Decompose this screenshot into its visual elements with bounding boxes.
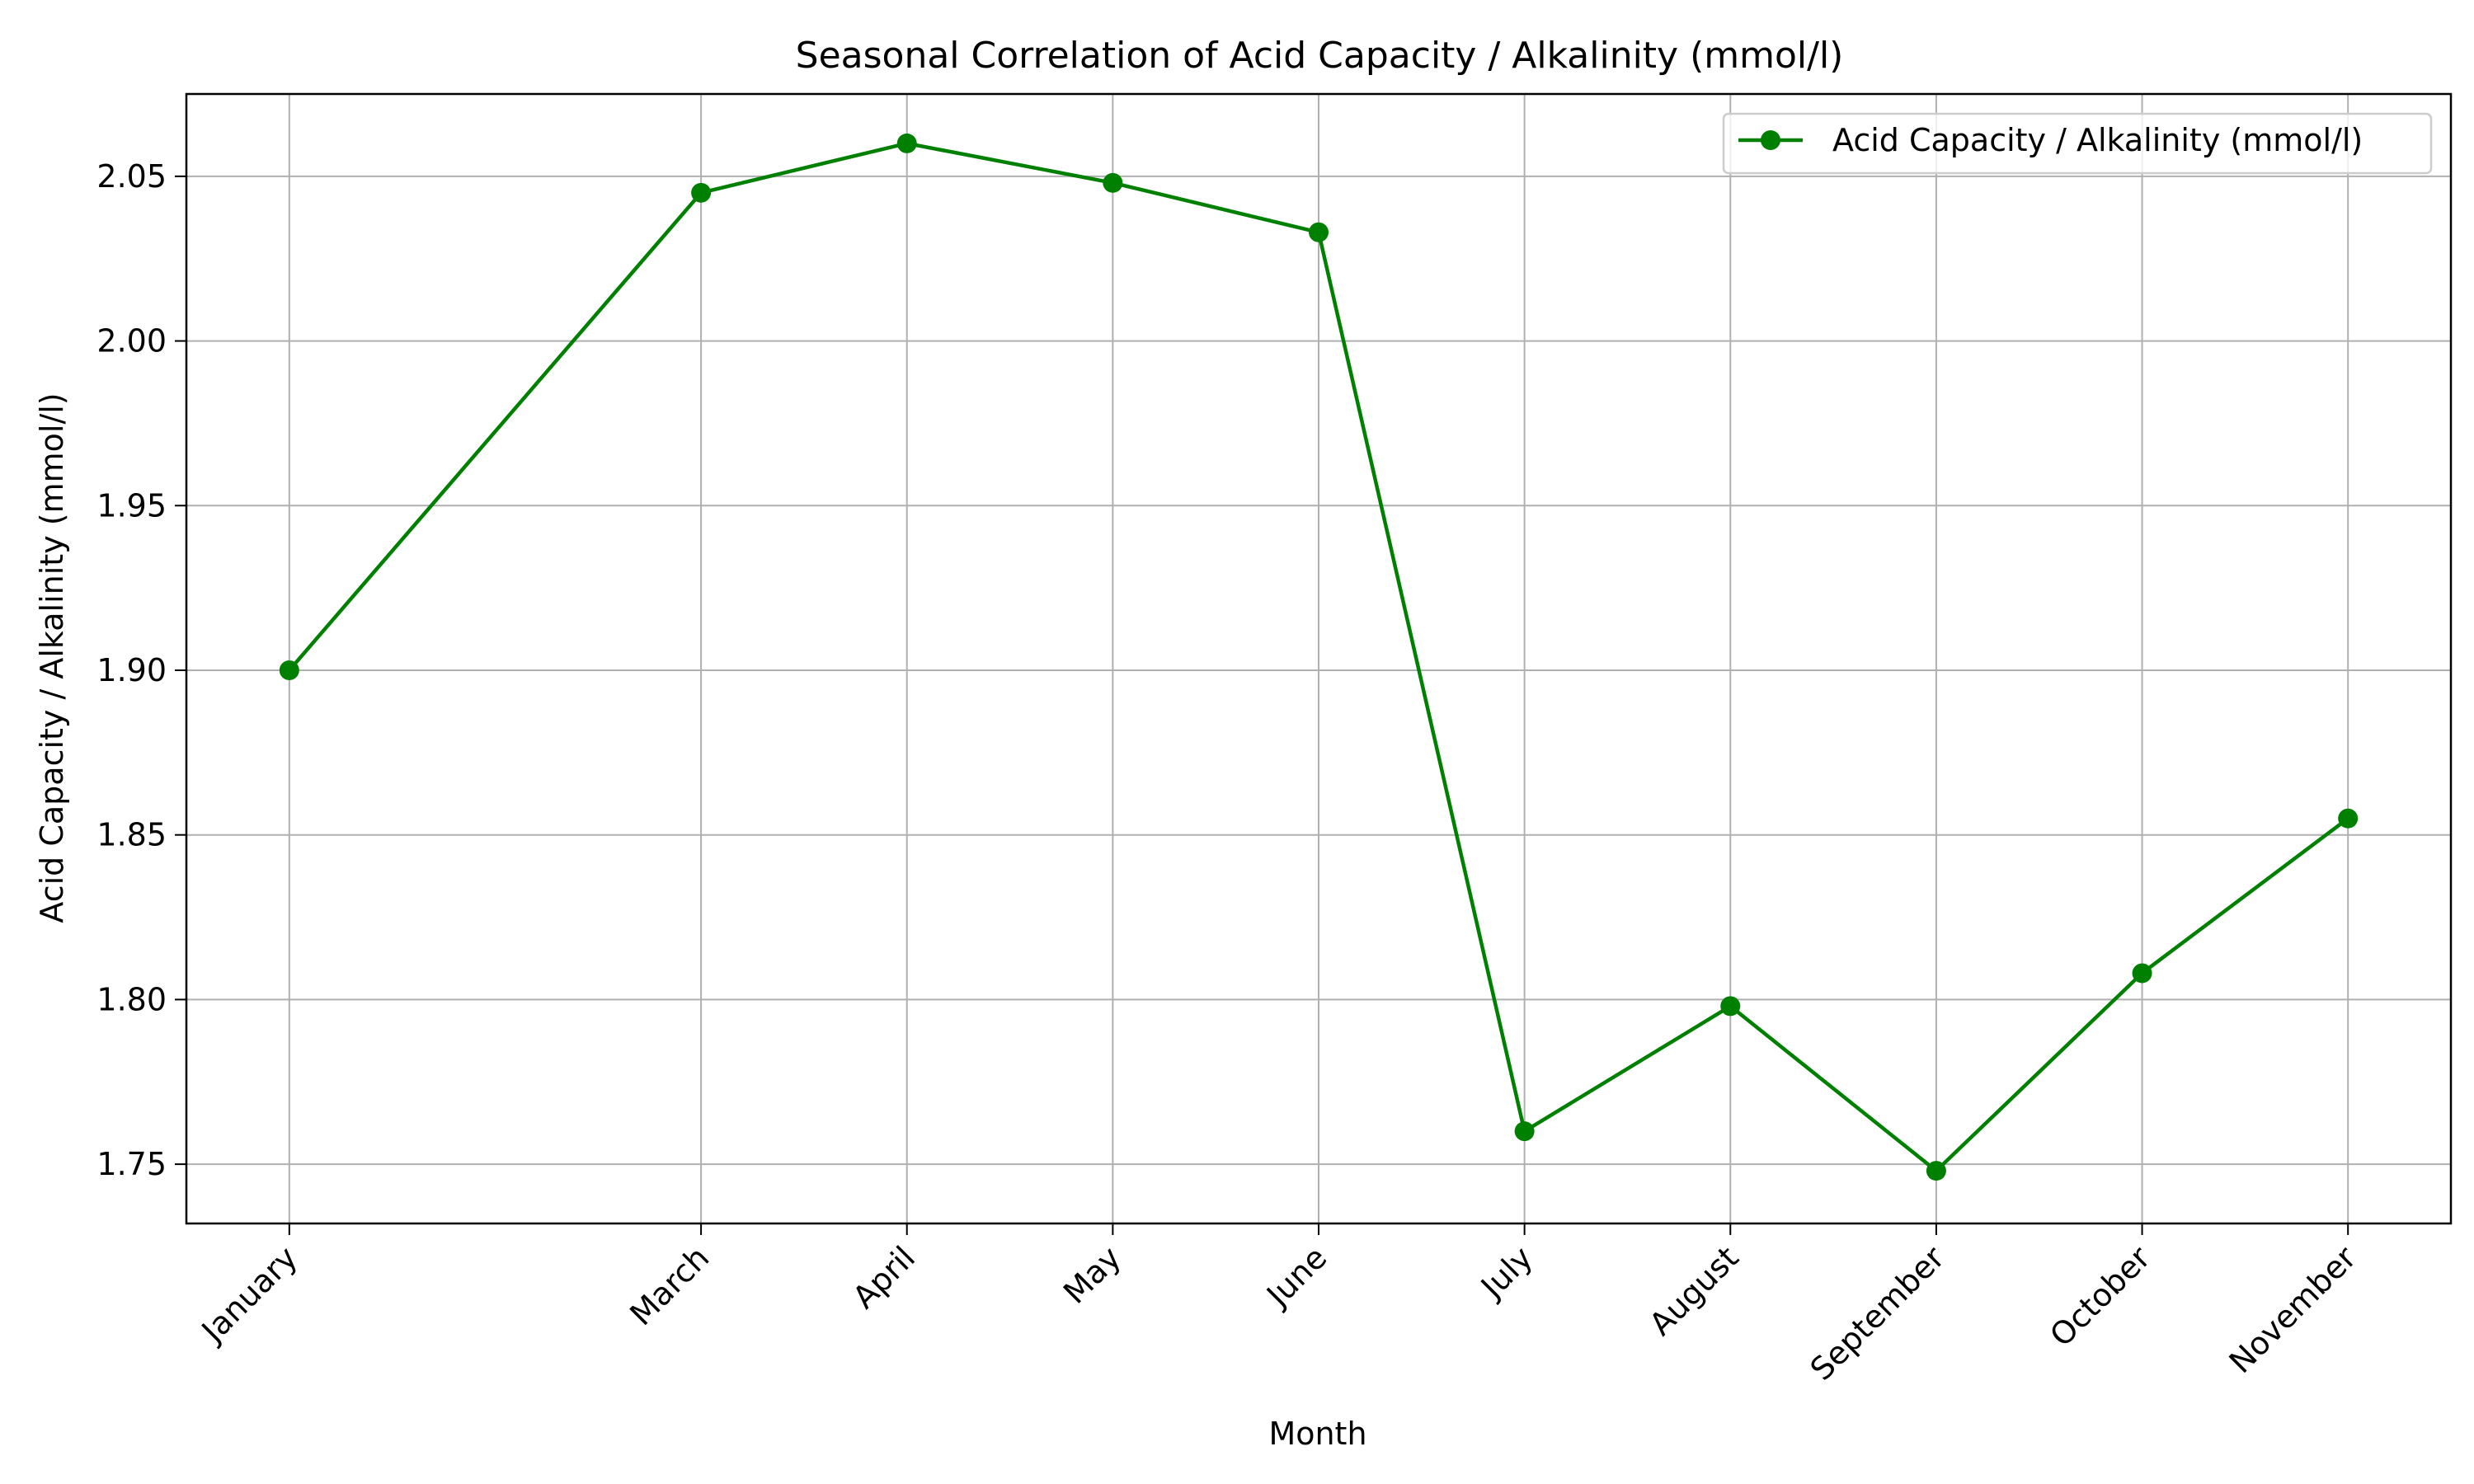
grid-lines — [186, 94, 2451, 1223]
series-layer — [279, 133, 2359, 1181]
data-point — [279, 660, 299, 680]
data-point — [1514, 1121, 1535, 1142]
legend-entry-label: Acid Capacity / Alkalinity (mmol/l) — [1832, 122, 2363, 158]
y-tick-label: 2.00 — [96, 323, 167, 359]
y-axis-label: Acid Capacity / Alkalinity (mmol/l) — [34, 392, 70, 923]
legend-box — [1722, 112, 2433, 175]
legend-marker-sample — [1761, 130, 1780, 150]
y-tick-label: 1.95 — [96, 487, 167, 524]
data-point — [1720, 996, 1741, 1017]
y-tick-label: 1.90 — [96, 652, 167, 688]
y-tick-label: 1.85 — [96, 817, 167, 853]
data-point — [1103, 172, 1123, 193]
series-line — [288, 141, 2349, 1173]
legend[interactable]: Acid Capacity / Alkalinity (mmol/l) — [1722, 112, 2433, 175]
data-point — [2338, 808, 2359, 829]
data-point — [691, 182, 712, 203]
y-tick-label: 2.05 — [96, 158, 167, 195]
chart-title: Seasonal Correlation of Acid Capacity / … — [796, 35, 1844, 77]
x-axis-label: Month — [1268, 1416, 1366, 1452]
data-point — [896, 133, 917, 153]
data-point — [1309, 222, 1329, 242]
y-tick-label: 1.80 — [96, 981, 167, 1017]
data-point — [2132, 963, 2152, 984]
data-point — [1926, 1161, 1946, 1181]
y-tick-label: 1.75 — [96, 1146, 167, 1182]
